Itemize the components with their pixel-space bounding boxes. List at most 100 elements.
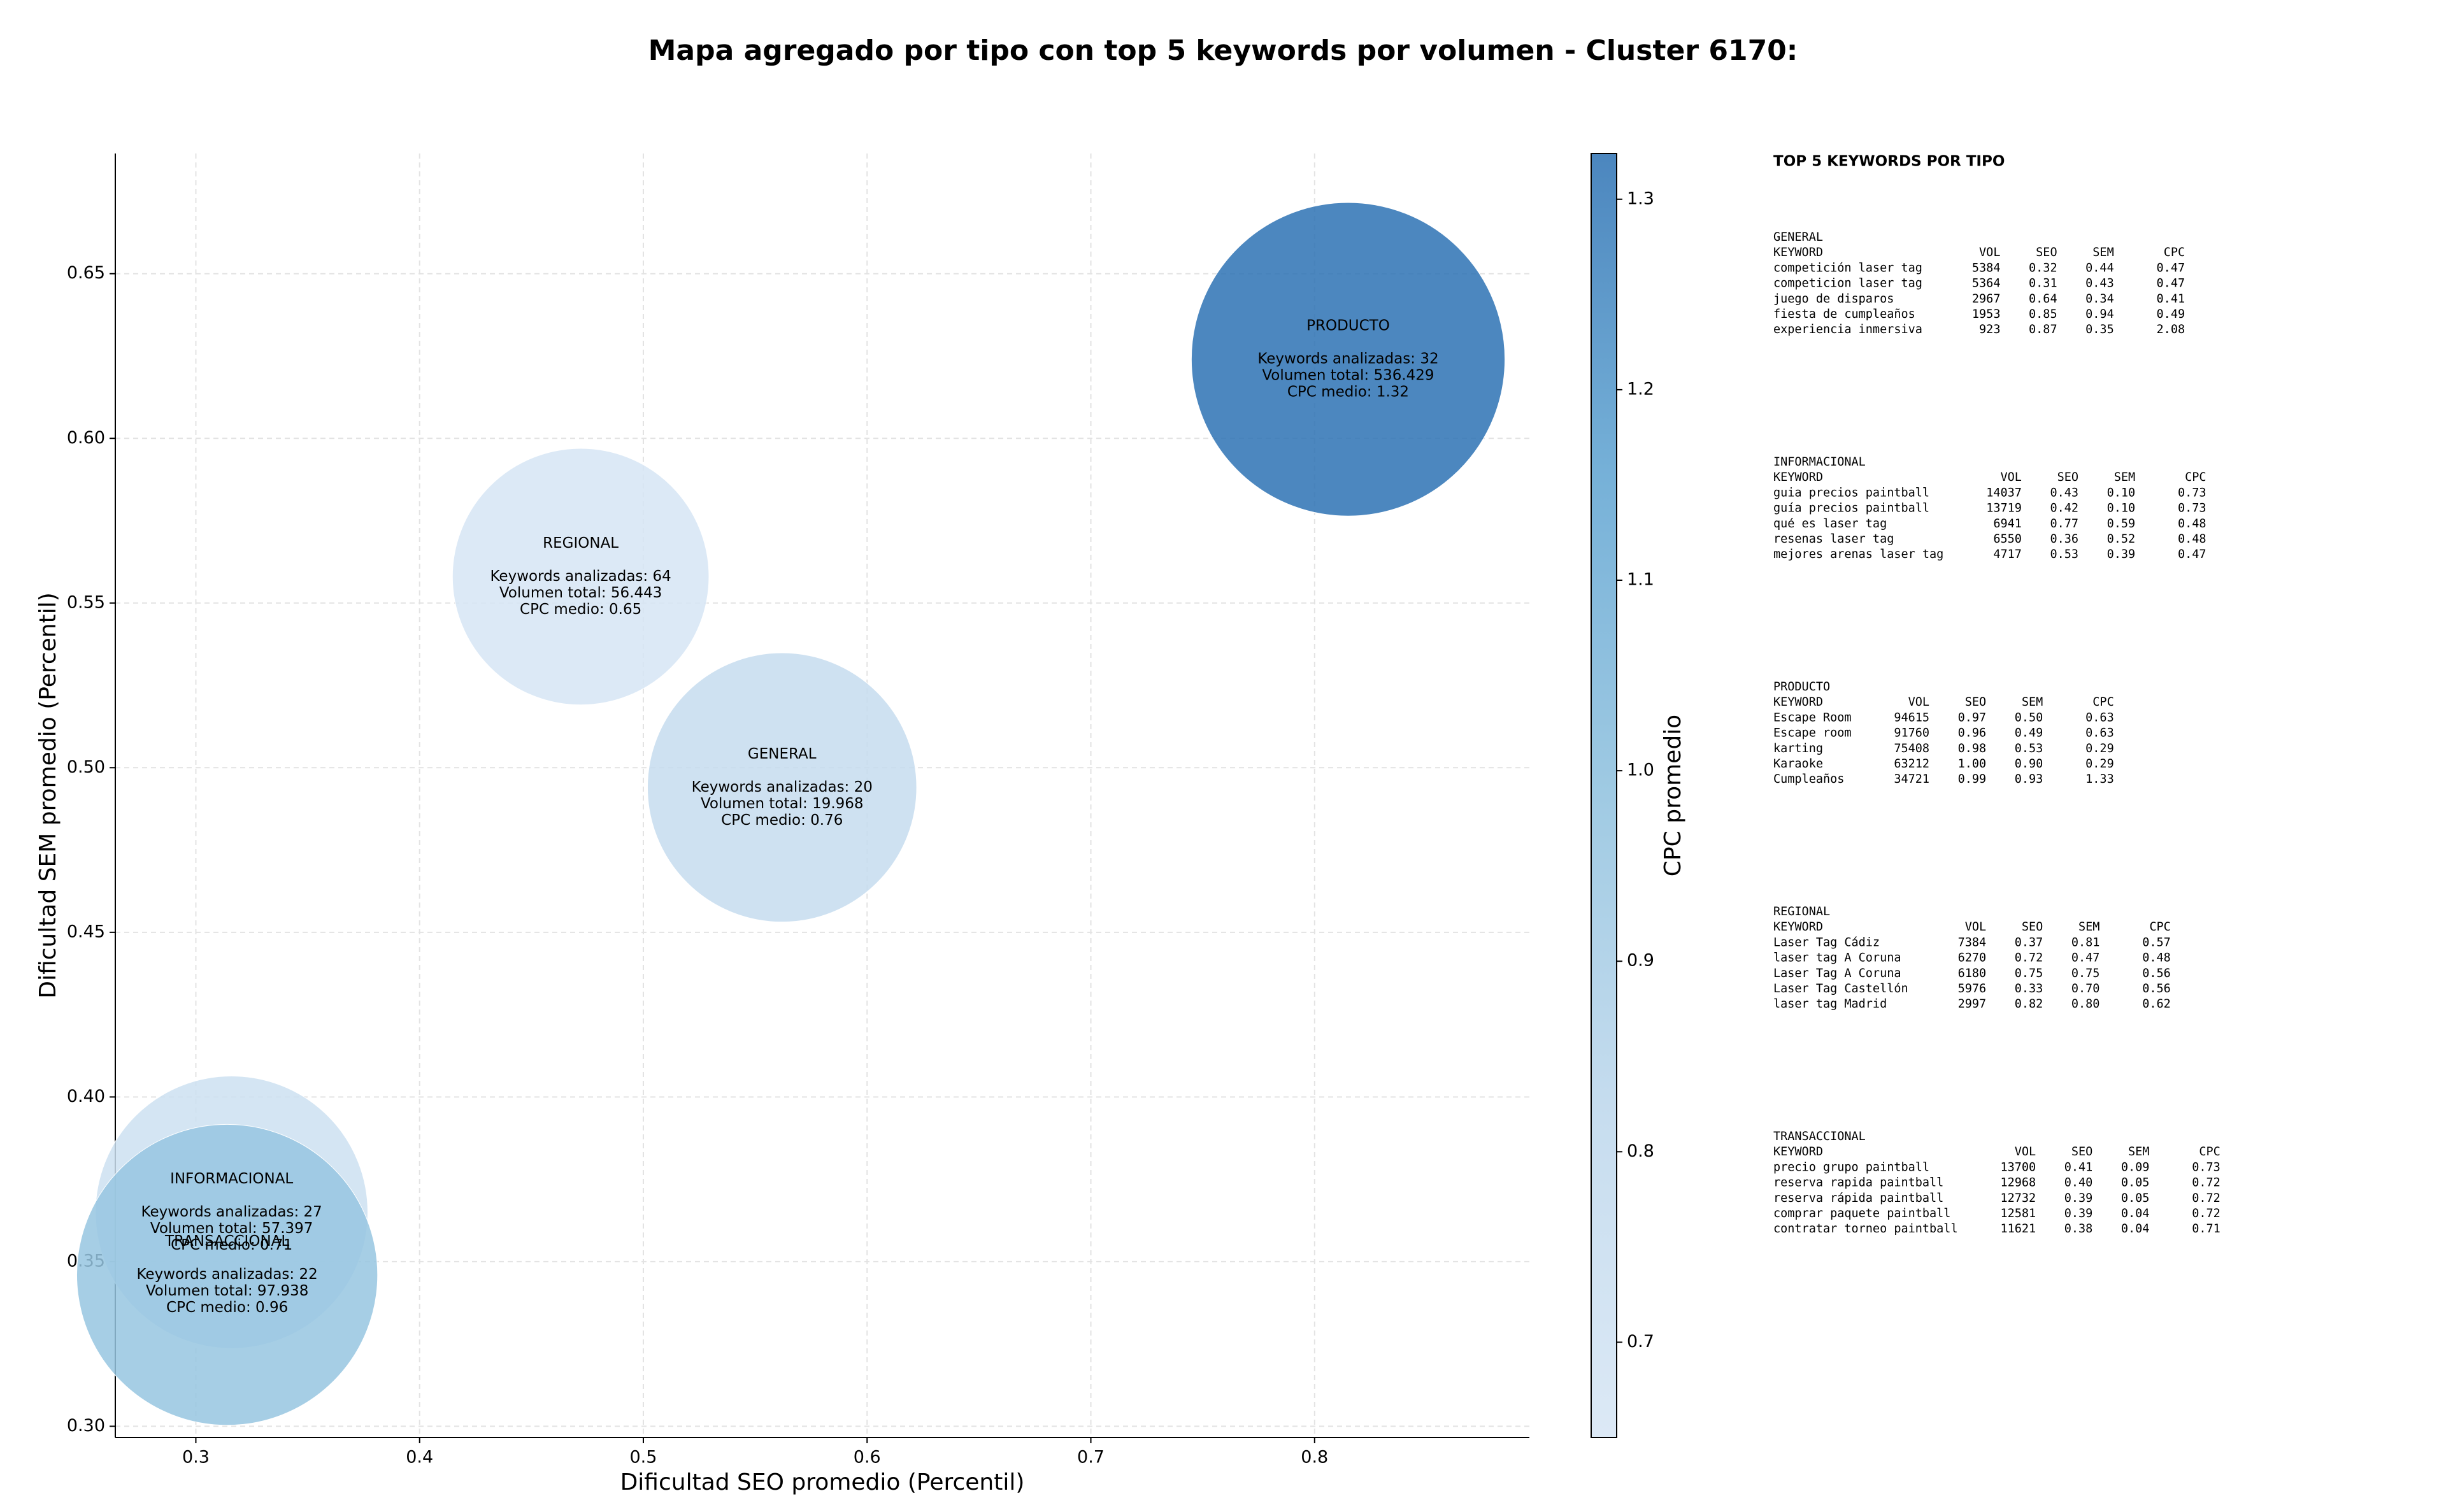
table-cell: 0.39 [2064, 1192, 2093, 1205]
table-header: SEM [2022, 695, 2043, 709]
y-tick-label: 0.40 [67, 1087, 105, 1106]
bubble-annotation: CPC medio: 0.71 [171, 1237, 292, 1253]
bubble [452, 448, 710, 706]
colorbar-tick-label: 1.0 [1627, 760, 1654, 780]
table-cell: 0.53 [2015, 742, 2043, 755]
table-cell: 0.72 [2192, 1207, 2221, 1220]
table-header: SEO [2057, 471, 2078, 484]
table-cell: 94615 [1894, 711, 1929, 724]
table-cell: 0.39 [2107, 548, 2136, 561]
table-header: CPC [2149, 920, 2170, 934]
table-cell: juego de disparos [1773, 292, 1894, 306]
table-cell: 0.29 [2085, 742, 2114, 755]
colorbar-tick-label: 0.9 [1627, 951, 1654, 971]
table-header: VOL [1965, 920, 1986, 934]
table-cell: 0.96 [1958, 727, 1987, 740]
table-cell: precio grupo paintball [1773, 1160, 1929, 1174]
panel-title: TOP 5 KEYWORDS POR TIPO [1773, 153, 2005, 170]
table-header: KEYWORD [1773, 695, 1823, 709]
table-cell: 0.09 [2121, 1160, 2150, 1174]
table-header: KEYWORD [1773, 246, 1823, 259]
table-cell: 5976 [1958, 982, 1987, 995]
table-cell: 0.57 [2142, 936, 2171, 949]
table-header: CPC [2092, 695, 2113, 709]
table-cell: 0.47 [2071, 952, 2100, 965]
table-cell: 0.82 [2015, 997, 2043, 1011]
table-cell: 0.44 [2085, 261, 2114, 275]
y-tick-label: 0.30 [67, 1416, 105, 1436]
x-axis-label: Dificultad SEO promedio (Percentil) [620, 1469, 1025, 1495]
table-cell: 0.47 [2157, 261, 2185, 275]
bubble-name: REGIONAL [543, 535, 619, 552]
table-cell: resenas laser tag [1773, 532, 1894, 546]
table-cell: 0.97 [1958, 711, 1987, 724]
table-header: SEO [2071, 1145, 2092, 1159]
table-cell: Escape Room [1773, 711, 1852, 724]
table-cell: 0.41 [2064, 1160, 2093, 1174]
table-cell: reserva rapida paintball [1773, 1176, 1943, 1190]
table-cell: 0.71 [2192, 1222, 2221, 1236]
table-cell: 0.39 [2064, 1207, 2093, 1220]
bubble-annotation: Volumen total: 19.968 [701, 795, 864, 812]
table-header: VOL [2015, 1145, 2036, 1159]
x-tick-label: 0.6 [854, 1448, 881, 1467]
bubble-annotation: Keywords analizadas: 64 [490, 568, 671, 585]
table-cell: 6270 [1958, 952, 1987, 965]
table-cell: 0.63 [2085, 727, 2114, 740]
bubble-annotation: Keywords analizadas: 22 [137, 1266, 318, 1283]
table-cell: 0.80 [2071, 997, 2100, 1011]
y-tick-label: 0.45 [67, 922, 105, 941]
table-cell: 63212 [1894, 757, 1929, 771]
table-cell: 0.32 [2029, 261, 2057, 275]
colorbar-label: CPC promedio [1660, 715, 1686, 876]
table-header: SEM [2128, 1145, 2149, 1159]
table-cell: 0.38 [2064, 1222, 2093, 1236]
table-cell: 13700 [2000, 1160, 2036, 1174]
table-cell: 14037 [1986, 486, 2022, 499]
table-cell: qué es laser tag [1773, 517, 1887, 531]
table-header: SEM [2092, 246, 2113, 259]
x-tick-label: 0.8 [1301, 1448, 1328, 1467]
table-cell: 7384 [1958, 936, 1987, 949]
table-cell: contratar torneo paintball [1773, 1222, 1958, 1236]
table-cell: 923 [1979, 323, 2000, 336]
table-cell: 0.75 [2015, 967, 2043, 980]
table-cell: 0.59 [2107, 517, 2136, 531]
table-cell: 0.04 [2121, 1222, 2150, 1236]
table-cell: 0.05 [2121, 1192, 2150, 1205]
table-cell: 1.33 [2085, 773, 2114, 786]
table-header: VOL [1979, 246, 2000, 259]
table-cell: 0.50 [2015, 711, 2043, 724]
table-cell: 0.87 [2029, 323, 2057, 336]
table-cell: 0.49 [2015, 727, 2043, 740]
table-cell: 34721 [1894, 773, 1929, 786]
y-axis-label: Dificultad SEM promedio (Percentil) [35, 592, 61, 999]
colorbar-tick-label: 0.7 [1627, 1332, 1654, 1352]
table-cell: 0.40 [2064, 1176, 2093, 1190]
colorbar-tick-label: 1.2 [1627, 379, 1654, 399]
table-cell: competición laser tag [1773, 261, 1922, 275]
table-cell: 0.73 [2192, 1160, 2221, 1174]
bubble-annotation: CPC medio: 0.65 [520, 601, 641, 618]
table-cell: 0.56 [2142, 982, 2171, 995]
table-cell: 1.00 [1958, 757, 1987, 771]
table-cell: 2967 [1972, 292, 2001, 306]
table-cell: 0.43 [2050, 486, 2078, 499]
table-cell: 0.70 [2071, 982, 2100, 995]
table-cell: 0.93 [2015, 773, 2043, 786]
section-title: INFORMACIONAL [1773, 455, 1866, 469]
table-cell: 0.63 [2085, 711, 2114, 724]
table-cell: 0.48 [2142, 952, 2171, 965]
table-cell: 0.72 [2192, 1192, 2221, 1205]
table-cell: 6550 [1993, 532, 2022, 546]
table-cell: 0.98 [1958, 742, 1987, 755]
table-cell: 2997 [1958, 997, 1987, 1011]
section-title: REGIONAL [1773, 905, 1830, 918]
y-tick-label: 0.60 [67, 428, 105, 448]
table-cell: 0.90 [2015, 757, 2043, 771]
x-tick-label: 0.3 [182, 1448, 210, 1467]
table-cell: 5364 [1972, 277, 2001, 290]
table-cell: competicion laser tag [1773, 277, 1922, 290]
